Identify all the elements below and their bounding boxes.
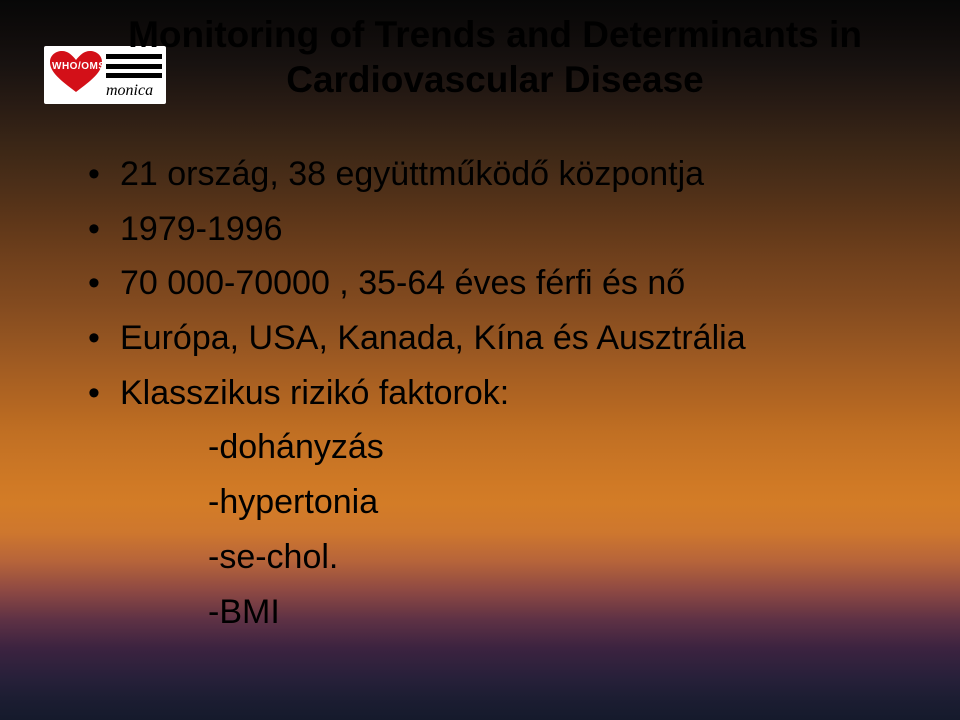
list-item: 21 ország, 38 együttműködő központja	[88, 148, 900, 201]
slide-title: Monitoring of Trends and Determinants in…	[90, 12, 900, 102]
slide-body: 21 ország, 38 együttműködő központja 197…	[88, 148, 900, 640]
sub-item: -dohányzás	[208, 421, 900, 474]
title-line-1: Monitoring of Trends and Determinants in	[128, 14, 862, 55]
list-item: 1979-1996	[88, 203, 900, 256]
slide: WHO/OMS monica Monitoring of Trends and …	[0, 0, 960, 720]
list-item: 70 000-70000 , 35-64 éves férfi és nő	[88, 257, 900, 310]
list-item: Klasszikus rizikó faktorok:	[88, 367, 900, 420]
sub-item: -BMI	[208, 586, 900, 639]
bullet-list: 21 ország, 38 együttműködő központja 197…	[88, 148, 900, 419]
title-line-2: Cardiovascular Disease	[286, 59, 704, 100]
sub-item: -se-chol.	[208, 531, 900, 584]
sub-list: -dohányzás -hypertonia -se-chol. -BMI	[208, 421, 900, 638]
list-item: Európa, USA, Kanada, Kína és Ausztrália	[88, 312, 900, 365]
sub-item: -hypertonia	[208, 476, 900, 529]
